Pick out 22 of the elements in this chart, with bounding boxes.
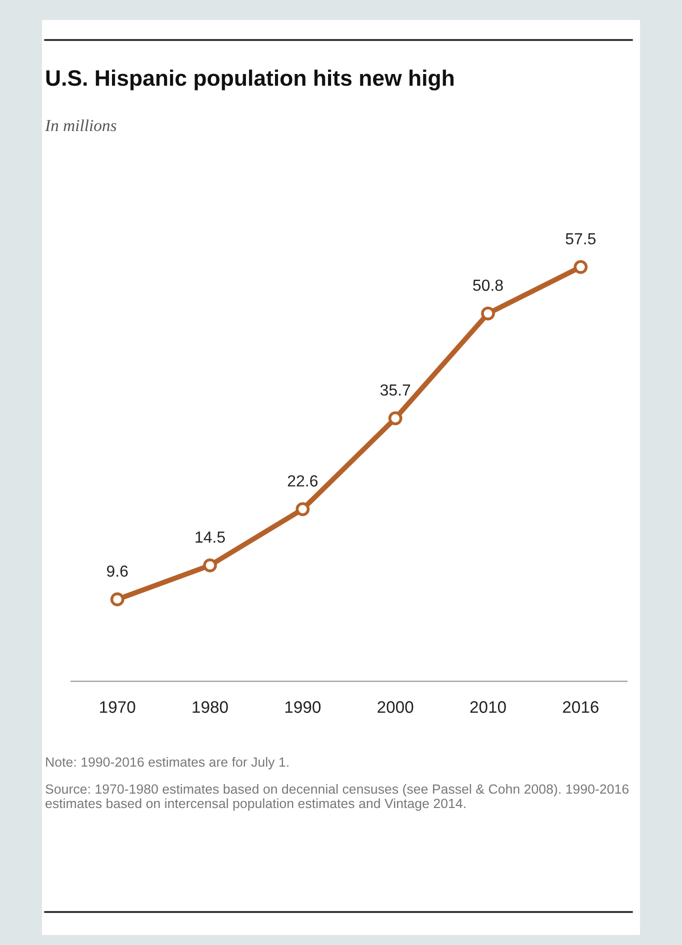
point <box>296 502 310 516</box>
chart-title: U.S. Hispanic population hits new high <box>46 70 454 90</box>
x-tick-label: 2010 <box>470 701 506 713</box>
data-label: 22.6 <box>288 475 318 487</box>
data-label: 9.6 <box>106 565 128 577</box>
data-label: 14.5 <box>196 532 225 543</box>
data-label: 35.7 <box>380 384 410 396</box>
point <box>110 592 124 606</box>
source-note: Source: 1970-1980 estimates based on decennial censuses (see Passel & Cohn 2008). 1990-2016 estimates based on intercensal population estimates and Vintage 2014. <box>46 784 628 811</box>
x-tick-label: 2000 <box>378 701 414 713</box>
text: Note: 1990-2016 estimates are for July 1. <box>46 757 288 770</box>
x-tick-label: 2016 <box>562 701 598 713</box>
x-tick-label: 1970 <box>100 701 136 713</box>
point <box>574 260 588 274</box>
point <box>203 558 217 572</box>
x-tick-label: 1980 <box>192 701 228 713</box>
data-label: 57.5 <box>566 233 596 244</box>
point <box>481 306 495 320</box>
data-label: 50.8 <box>473 280 503 291</box>
chart-subtitle: In millions <box>44 119 116 132</box>
x-tick-label: 1990 <box>285 701 321 713</box>
point <box>388 411 402 426</box>
